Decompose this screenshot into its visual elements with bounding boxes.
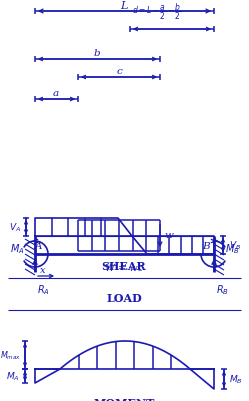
Text: B: B — [202, 242, 210, 251]
Text: b: b — [94, 49, 100, 57]
Text: $R_B$: $R_B$ — [216, 282, 229, 296]
Text: x: x — [40, 266, 46, 275]
Text: $R_A$: $R_A$ — [37, 282, 50, 296]
Polygon shape — [132, 237, 214, 254]
Text: $V_B$: $V_B$ — [229, 239, 241, 251]
Text: $M_B$: $M_B$ — [229, 373, 243, 385]
Text: $M_A$: $M_A$ — [6, 370, 20, 382]
Text: $V_A$: $V_A$ — [9, 221, 21, 234]
Polygon shape — [35, 219, 132, 237]
Text: A: A — [35, 242, 43, 251]
Text: SHEAR: SHEAR — [102, 261, 146, 272]
Text: $d = L - \dfrac{a}{2} - \dfrac{b}{2}$: $d = L - \dfrac{a}{2} - \dfrac{b}{2}$ — [132, 2, 182, 22]
Text: LOAD: LOAD — [106, 293, 142, 304]
Text: $M_B$: $M_B$ — [225, 241, 239, 255]
Text: MOMENT: MOMENT — [93, 397, 155, 401]
Polygon shape — [35, 369, 60, 383]
Text: W = wc: W = wc — [105, 264, 143, 273]
Text: L: L — [120, 1, 128, 11]
Text: $M_{max}$: $M_{max}$ — [0, 349, 22, 361]
Text: $M_A$: $M_A$ — [10, 241, 24, 255]
Text: w: w — [165, 231, 174, 240]
Polygon shape — [190, 369, 214, 389]
Text: c: c — [116, 66, 122, 75]
Text: a: a — [53, 88, 59, 97]
